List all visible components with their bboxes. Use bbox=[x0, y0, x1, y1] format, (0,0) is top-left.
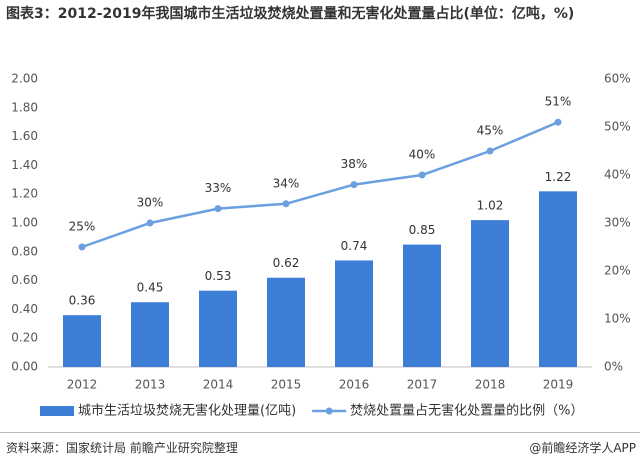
bar bbox=[471, 220, 509, 367]
bar-value-label: 1.02 bbox=[477, 199, 504, 213]
y-tick-label: 1.80 bbox=[11, 100, 38, 114]
bar-value-label: 0.53 bbox=[205, 269, 232, 283]
x-tick-label: 2013 bbox=[135, 378, 166, 392]
y2-tick-label: 0% bbox=[604, 360, 623, 374]
x-tick-label: 2017 bbox=[407, 378, 438, 392]
legend-swatch bbox=[40, 406, 74, 416]
bar-value-label: 0.36 bbox=[69, 294, 96, 308]
line-point bbox=[146, 219, 154, 227]
bar bbox=[131, 302, 169, 367]
chart-title: 图表3：2012-2019年我国城市生活垃圾焚烧处置量和无害化处置量占比(单位：… bbox=[6, 6, 575, 22]
bar bbox=[539, 191, 577, 367]
y2-tick-label: 50% bbox=[604, 120, 631, 134]
brand-note: @前瞻经济学人APP bbox=[529, 441, 636, 455]
footer: 资料来源：国家统计局 前瞻产业研究院整理 @前瞻经济学人APP bbox=[0, 432, 640, 467]
bar-value-label: 0.85 bbox=[409, 223, 436, 237]
bar bbox=[63, 315, 101, 367]
bar-value-label: 0.45 bbox=[137, 281, 164, 295]
y-tick-label: 0.80 bbox=[11, 244, 38, 258]
y-tick-label: 0.00 bbox=[11, 360, 38, 374]
legend-label: 城市生活垃圾焚烧无害化处理量(亿吨) bbox=[78, 403, 296, 419]
source-note: 资料来源：国家统计局 前瞻产业研究院整理 bbox=[6, 441, 238, 455]
line-point bbox=[282, 200, 290, 208]
y2-tick-label: 10% bbox=[604, 312, 631, 326]
y-tick-label: 0.40 bbox=[11, 302, 38, 316]
line-value-label: 34% bbox=[273, 176, 300, 190]
y-tick-label: 1.00 bbox=[11, 216, 38, 230]
bar-value-label: 0.74 bbox=[341, 239, 368, 253]
bar-value-label: 1.22 bbox=[545, 170, 572, 184]
line-point bbox=[350, 181, 358, 189]
y-tick-label: 0.60 bbox=[11, 273, 38, 287]
x-tick-label: 2019 bbox=[543, 378, 574, 392]
x-tick-label: 2016 bbox=[339, 378, 370, 392]
y-tick-label: 2.00 bbox=[11, 72, 38, 86]
y-tick-label: 1.20 bbox=[11, 187, 38, 201]
line-value-label: 40% bbox=[409, 148, 436, 162]
bar bbox=[335, 260, 373, 367]
y-tick-label: 1.60 bbox=[11, 129, 38, 143]
line-value-label: 25% bbox=[69, 220, 96, 234]
line bbox=[81, 121, 559, 249]
line-value-label: 33% bbox=[205, 181, 232, 195]
chart: 0.00 0.20 0.40 0.60 0.80 1.00 1.20 1.40 1.60 1.80… bbox=[11, 72, 631, 419]
x-tick-label: 2018 bbox=[475, 378, 506, 392]
y-tick-label: 1.40 bbox=[11, 158, 38, 172]
line-point bbox=[78, 243, 86, 251]
line-point bbox=[486, 147, 494, 155]
y2-tick-label: 20% bbox=[604, 264, 631, 278]
line-point bbox=[214, 205, 222, 213]
line-value-label: 30% bbox=[137, 196, 164, 210]
bar bbox=[199, 290, 237, 367]
bar-value-label: 0.62 bbox=[273, 256, 300, 270]
x-tick-label: 2012 bbox=[67, 378, 98, 392]
line-value-label: 51% bbox=[545, 95, 572, 109]
x-tick-label: 2014 bbox=[203, 378, 234, 392]
legend-label: 焚烧处置量占无害化处置量的比例（%） bbox=[350, 403, 583, 419]
y-tick-label: 0.20 bbox=[11, 331, 38, 345]
line-point bbox=[554, 118, 562, 126]
bar bbox=[267, 277, 305, 367]
y2-tick-label: 30% bbox=[604, 216, 631, 230]
legend-swatch-point bbox=[325, 407, 333, 415]
bar bbox=[403, 244, 441, 367]
line-value-label: 45% bbox=[477, 124, 504, 138]
y2-tick-label: 40% bbox=[604, 168, 631, 182]
y2-tick-label: 60% bbox=[604, 72, 631, 86]
x-tick-label: 2015 bbox=[271, 378, 302, 392]
line-value-label: 38% bbox=[341, 157, 368, 171]
line-point bbox=[418, 171, 426, 179]
